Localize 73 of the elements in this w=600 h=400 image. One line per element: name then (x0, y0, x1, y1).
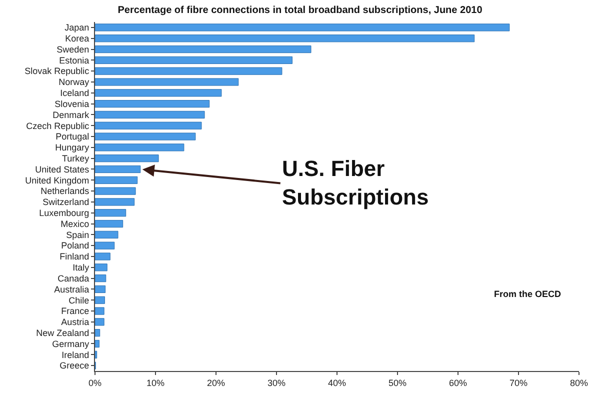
bar (95, 242, 115, 250)
y-tick-label: Italy (72, 262, 90, 273)
bar (95, 264, 108, 272)
x-tick-label: 80% (570, 378, 588, 388)
bar (95, 67, 282, 75)
bar (95, 122, 202, 130)
y-tick-label: Luxembourg (39, 208, 90, 218)
y-tick-label: Greece (60, 360, 90, 371)
bar (95, 220, 124, 228)
bar (95, 34, 475, 42)
y-tick-label: Australia (54, 284, 90, 294)
y-tick-label: United States (35, 164, 90, 174)
bar (95, 198, 135, 206)
y-tick-label: Germany (52, 338, 90, 349)
x-tick-label: 60% (448, 378, 468, 388)
x-tick-label: 10% (146, 378, 165, 388)
chart-title: Percentage of fibre connections in total broadband subscriptions, June 2010 (118, 5, 483, 16)
y-tick-label: Poland (61, 240, 90, 251)
bar (95, 110, 205, 118)
y-tick-label: Portugal (56, 132, 90, 142)
y-tick-label: Korea (65, 34, 90, 44)
bar (95, 154, 159, 162)
bar (95, 307, 104, 315)
bar (95, 176, 138, 184)
x-tick-label: 40% (328, 378, 346, 388)
bar (95, 78, 239, 86)
y-tick-label: France (61, 306, 90, 316)
bar (95, 230, 118, 238)
y-tick-label: Japan (64, 22, 90, 33)
bar (95, 318, 104, 326)
bar (95, 274, 106, 282)
y-tick-label: United Kingdom (25, 175, 90, 186)
y-tick-label: Slovenia (54, 98, 90, 109)
x-tick-label: 30% (267, 378, 286, 388)
bar (95, 144, 184, 152)
bar (95, 187, 136, 195)
bar (95, 329, 100, 337)
y-tick-label: Estonia (59, 55, 90, 66)
y-tick-label: Ireland (62, 350, 90, 360)
y-tick-label: Austria (61, 317, 90, 328)
y-tick-label: Norway (58, 77, 90, 88)
bar (95, 296, 105, 304)
y-tick-label: Finland (60, 252, 90, 262)
y-tick-label: Iceland (60, 88, 90, 98)
annotation: U.S. Fiber Subscriptions (282, 156, 429, 210)
y-tick-label: Mexico (60, 218, 90, 229)
y-tick-label: Sweden (56, 44, 90, 54)
bar (95, 252, 110, 260)
y-tick-label: Hungary (55, 142, 90, 153)
y-tick-label: Czech Republic (26, 120, 90, 131)
bar (95, 89, 222, 97)
annotation: From the OECD (494, 289, 562, 299)
bar (95, 132, 196, 140)
bar (95, 340, 100, 348)
y-tick-label: Canada (58, 273, 90, 284)
y-tick-label: Switzerland (42, 197, 90, 208)
bar (95, 285, 106, 293)
x-tick-label: 50% (388, 378, 407, 388)
x-tick-label: 0% (88, 378, 102, 388)
bar (95, 209, 126, 217)
y-tick-label: New Zealand (36, 328, 90, 338)
y-tick-label: Chile (68, 295, 90, 306)
x-tick-label: 70% (509, 378, 528, 388)
y-tick-label: Slovak Republic (24, 66, 90, 76)
y-tick-label: Turkey (62, 153, 90, 164)
bar (95, 100, 210, 108)
y-tick-label: Spain (66, 230, 90, 240)
bar (95, 24, 510, 32)
bar (95, 45, 312, 54)
x-tick-label: 20% (206, 378, 226, 388)
y-tick-label: Netherlands (40, 186, 90, 196)
y-tick-label: Denmark (52, 110, 90, 120)
bar (95, 56, 292, 64)
